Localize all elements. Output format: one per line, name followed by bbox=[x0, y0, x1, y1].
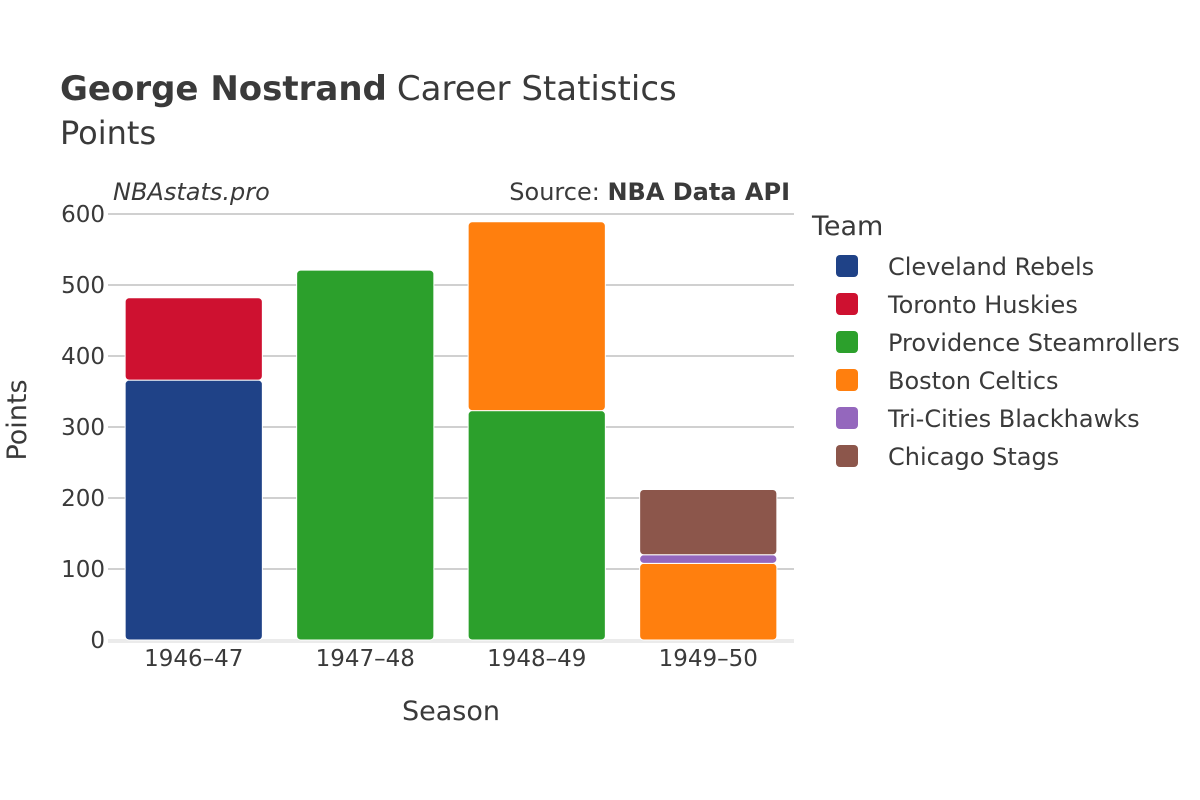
x-tick-labels: 1946–47 1947–48 1948–49 1949–50 bbox=[144, 646, 758, 672]
x-tick-label: 1946–47 bbox=[144, 646, 243, 672]
legend-swatch bbox=[836, 369, 858, 391]
y-tick-label: 400 bbox=[61, 344, 105, 370]
legend-label: Tri-Cities Blackhawks bbox=[887, 405, 1140, 433]
source-name: NBA Data API bbox=[607, 178, 790, 206]
y-tick-labels: 0 100 200 300 400 500 600 bbox=[61, 202, 105, 654]
chart-title: George Nostrand Career Statistics bbox=[60, 69, 677, 109]
y-tick-label: 200 bbox=[61, 486, 105, 512]
x-tick-label: 1948–49 bbox=[487, 646, 586, 672]
legend-swatch bbox=[836, 445, 858, 467]
legend-label: Providence Steamrollers bbox=[888, 329, 1180, 357]
bar-segment bbox=[639, 554, 778, 564]
bar-segment bbox=[639, 562, 778, 641]
player-name: George Nostrand bbox=[60, 69, 387, 109]
x-tick-label: 1949–50 bbox=[659, 646, 758, 672]
legend-label: Cleveland Rebels bbox=[888, 253, 1094, 281]
bar-segment bbox=[124, 297, 263, 381]
legend-label: Chicago Stags bbox=[888, 443, 1059, 471]
watermark: NBAstats.pro bbox=[113, 178, 270, 206]
legend-label: Boston Celtics bbox=[888, 367, 1059, 395]
legend-swatch bbox=[836, 331, 858, 353]
legend-swatch bbox=[836, 407, 858, 429]
legend-label: Toronto Huskies bbox=[887, 291, 1078, 319]
bar-segment bbox=[467, 221, 606, 412]
y-tick-label: 300 bbox=[61, 415, 105, 441]
y-tick-label: 500 bbox=[61, 273, 105, 299]
bar-segment bbox=[467, 410, 606, 641]
x-axis-title: Season bbox=[402, 696, 500, 727]
bar-segment bbox=[124, 379, 263, 641]
bar-segment bbox=[296, 269, 435, 641]
bars bbox=[124, 221, 778, 641]
legend-swatch bbox=[836, 293, 858, 315]
source-label: Source: NBA Data API bbox=[509, 178, 790, 206]
legend-title: Team bbox=[811, 211, 883, 242]
chart-subtitle: Points bbox=[60, 114, 156, 152]
legend: Team Cleveland Rebels Toronto Huskies Prov… bbox=[811, 211, 1180, 471]
source-prefix: Source: bbox=[509, 178, 607, 206]
legend-swatch bbox=[836, 255, 858, 277]
y-tick-label: 0 bbox=[90, 628, 105, 654]
y-axis-title: Points bbox=[2, 379, 33, 460]
x-tick-label: 1947–48 bbox=[316, 646, 415, 672]
y-tick-label: 100 bbox=[61, 557, 105, 583]
y-tick-label: 600 bbox=[61, 202, 105, 228]
title-rest: Career Statistics bbox=[397, 69, 677, 109]
bar-segment bbox=[639, 488, 778, 556]
